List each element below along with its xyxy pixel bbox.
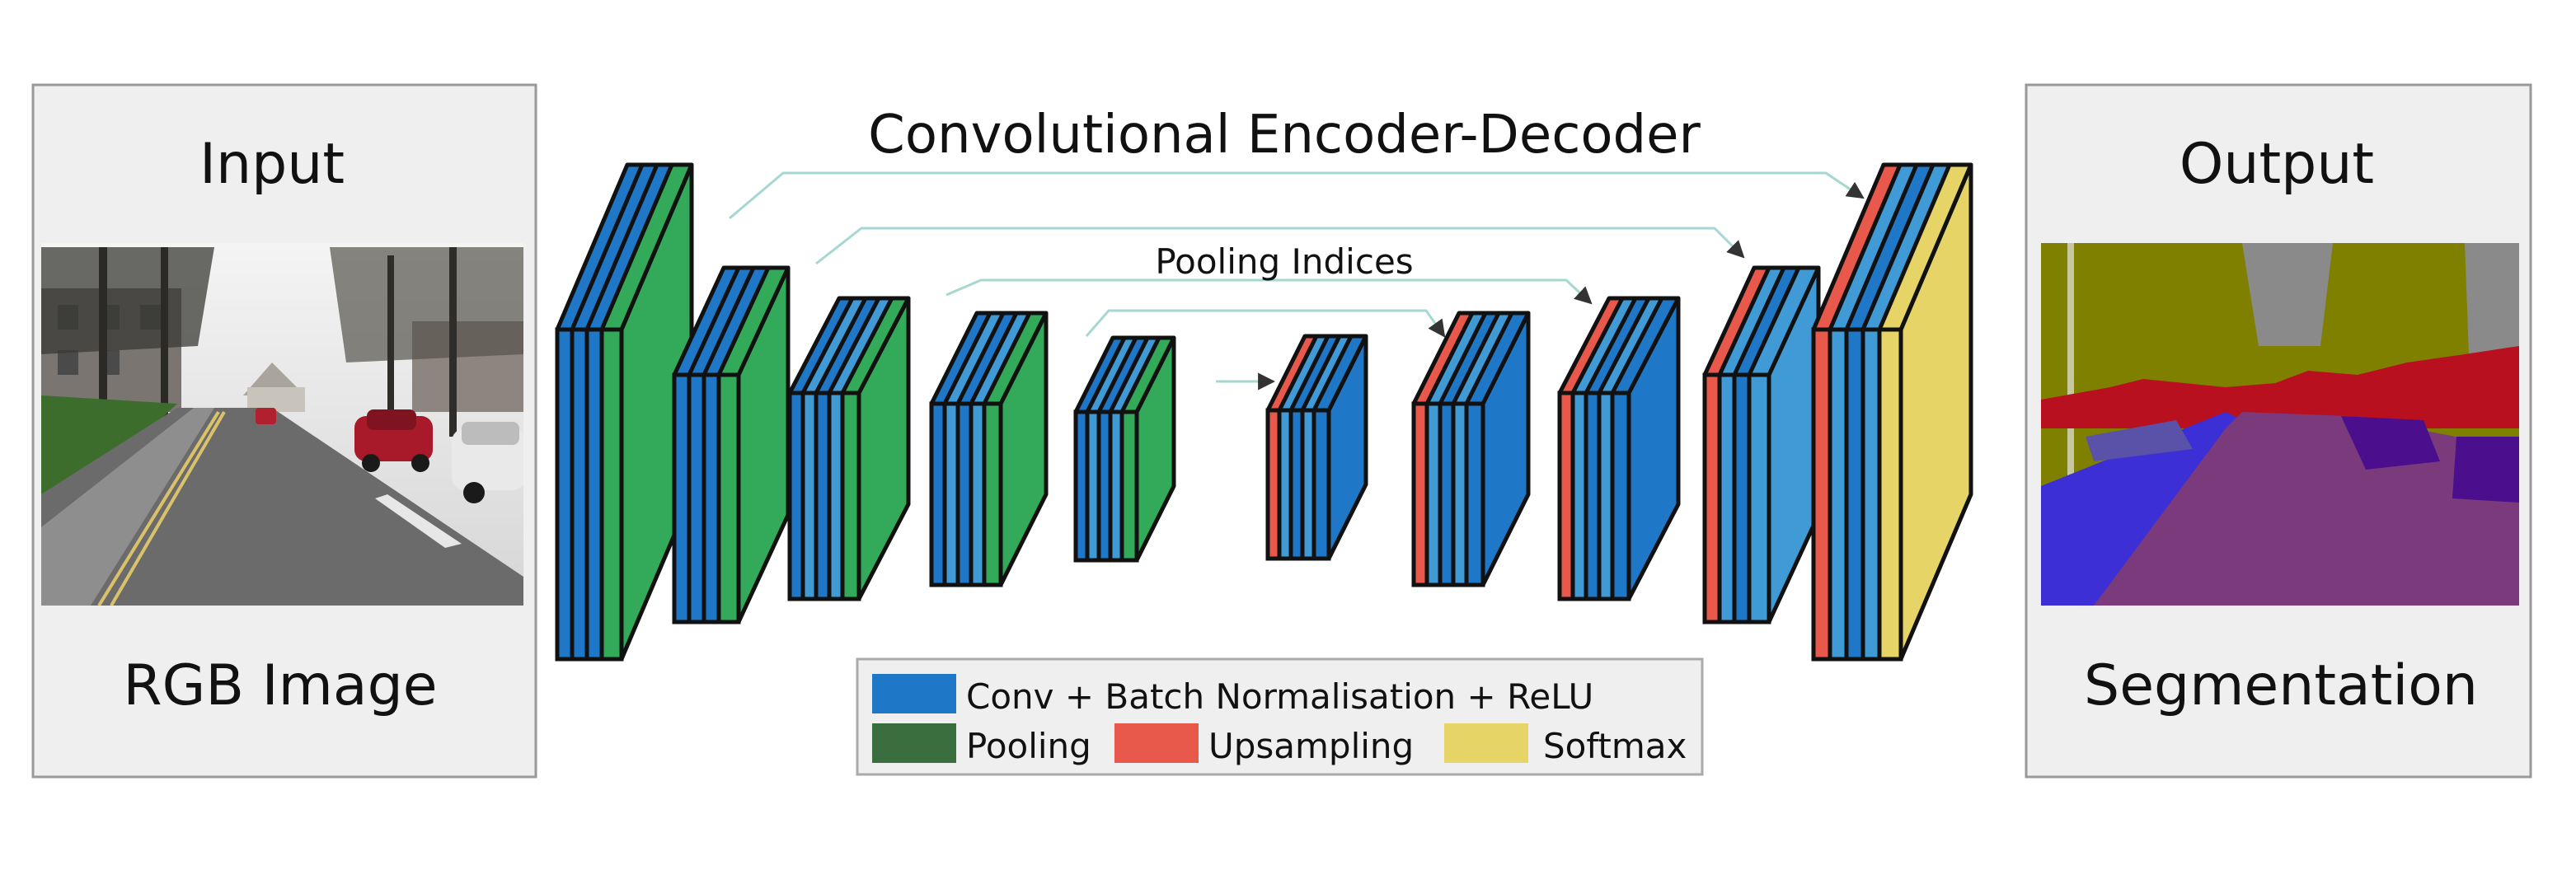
decoder-block-stage-2 [1702, 265, 1821, 624]
encoder-stage-4-pool-layer-5-front [982, 401, 1003, 587]
encoder-stage-2-pool-layer-4-front [716, 372, 741, 624]
decoder-block-stage-3 [1557, 296, 1681, 601]
encoder-block-stage-5 [1073, 335, 1176, 563]
encoder-stage-5-pool-layer-5-front [1119, 409, 1139, 563]
decoder-stage-1-softmax-layer-5-front [1877, 327, 1903, 662]
legend-swatch-upsampling [1114, 723, 1199, 763]
output-segmentation-map [2041, 243, 2519, 606]
skip-line-stage-4 [1085, 309, 1446, 338]
decoder-block-stage-5 [1265, 334, 1368, 561]
output-caption: Segmentation [2084, 653, 2478, 718]
output-heading: Output [2180, 132, 2374, 197]
skip-line-stage-3 [945, 278, 1593, 305]
legend-label-conv: Conv + Batch Normalisation + ReLU [966, 676, 1593, 717]
legend-swatch-softmax [1444, 723, 1528, 763]
skip-line-stage-2 [815, 227, 1745, 265]
legend-swatch-pooling [872, 723, 956, 763]
input-panel: Input [31, 83, 537, 779]
decoder-stage-2-conv-layer-4-front [1747, 372, 1771, 624]
pooling-indices-label: Pooling Indices [1155, 241, 1413, 282]
decoder-stage-3-conv-layer-5-front [1610, 391, 1631, 601]
skip-line-stage-1 [729, 171, 1865, 220]
decoder-stage-4-conv-layer-5-front [1464, 401, 1485, 587]
diagram-title: Convolutional Encoder-Decoder [868, 105, 1701, 166]
legend-label-softmax: Softmax [1543, 726, 1687, 766]
encoder-stage-3-pool-layer-5-front [840, 391, 861, 601]
legend-label-upsampling: Upsampling [1208, 726, 1414, 766]
legend: Conv + Batch Normalisation + ReLU Poolin… [856, 657, 1704, 776]
encoder-block-stage-1 [555, 162, 694, 662]
decoder-block-stage-4 [1411, 311, 1531, 587]
legend-label-pooling: Pooling [966, 726, 1091, 766]
encoder-block-stage-3 [787, 296, 911, 601]
decoder-stage-5-conv-layer-5-front [1311, 408, 1331, 561]
input-heading: Input [199, 132, 345, 197]
output-panel: Output Segmentation [2025, 83, 2532, 779]
encoder-stage-1-pool-layer-4-front [599, 327, 624, 662]
pooling-indices-connections [729, 171, 1865, 391]
encoder-block-stage-2 [672, 265, 791, 624]
decoder-block-stage-1 [1811, 162, 1973, 662]
legend-frame [856, 657, 1704, 776]
encoder-block-stage-4 [929, 311, 1049, 587]
input-rgb-image [41, 243, 523, 606]
input-caption: RGB Image [123, 653, 437, 718]
network-layers [555, 162, 1973, 662]
legend-swatch-conv [872, 674, 956, 713]
